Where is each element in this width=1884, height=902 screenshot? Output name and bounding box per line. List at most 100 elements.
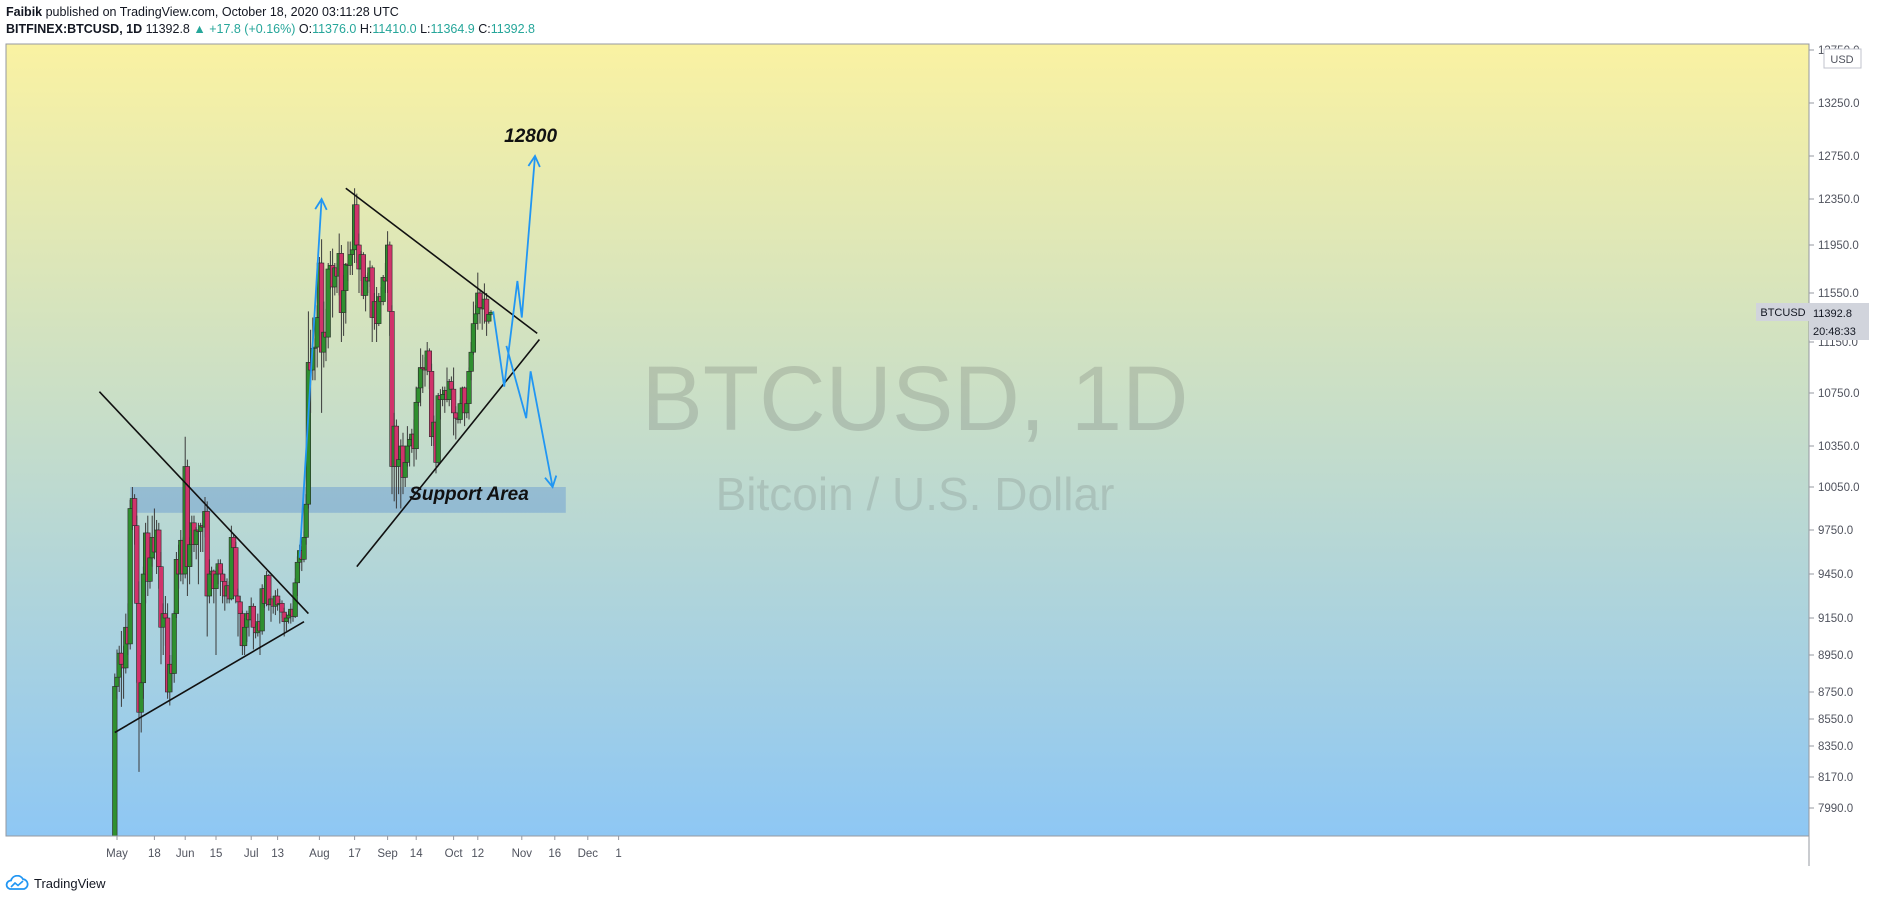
candle-body — [114, 676, 120, 687]
time-tick-label: 13 — [271, 848, 284, 860]
candle-body — [156, 529, 162, 567]
price-tick-label: 11550.0 — [1818, 288, 1859, 300]
footer-brand-label: TradingView — [34, 875, 106, 891]
price-tick-label: 9750.0 — [1818, 525, 1853, 537]
price-tick-label: 9150.0 — [1818, 613, 1853, 625]
price-tick-label: 7990.0 — [1818, 803, 1853, 815]
countdown-timer: 20:48:33 — [1813, 326, 1856, 338]
price-tick-label: 9450.0 — [1818, 569, 1853, 581]
tradingview-cloud-icon — [5, 875, 29, 890]
footer-brand[interactable]: TradingView — [4, 873, 106, 893]
candle-body — [138, 682, 144, 713]
chart-header: Faibik published on TradingView.com, Oct… — [6, 4, 535, 38]
current-price: 11392.8 — [145, 22, 190, 36]
annotation-label: 12800 — [504, 126, 557, 147]
candle-body — [354, 204, 360, 246]
time-tick-label: Jul — [244, 848, 259, 860]
price-tick-label: 8750.0 — [1818, 687, 1853, 699]
candle-body — [404, 445, 411, 463]
author-name[interactable]: Faibik — [6, 5, 43, 19]
time-axis-background — [6, 836, 1809, 862]
open-label: O: — [298, 22, 313, 36]
projection-arrow — [505, 345, 554, 488]
candle — [112, 673, 118, 858]
candle-body — [301, 537, 307, 560]
currency-badge[interactable] — [1823, 48, 1862, 69]
annotation-label: Support Area — [409, 484, 529, 505]
candle-body — [406, 439, 413, 447]
candle-body — [132, 498, 138, 527]
price-tick-label: 10750.0 — [1818, 388, 1860, 400]
trendline — [345, 187, 538, 335]
time-tick-label: Sep — [377, 848, 397, 860]
candle-body — [220, 573, 226, 582]
candles-layer — [112, 188, 494, 858]
candle-body — [413, 401, 419, 450]
time-tick-label: 1 — [615, 848, 621, 860]
candle-body — [279, 603, 285, 613]
currency-label: USD — [1830, 54, 1853, 66]
support-zone — [130, 487, 566, 513]
high-value: 11410.0 — [372, 22, 417, 36]
candle — [435, 393, 441, 467]
candle-body — [395, 459, 402, 467]
trendline — [114, 621, 305, 734]
projection-arrow — [492, 155, 536, 387]
time-tick-label: 15 — [210, 848, 223, 860]
arrowhead — [527, 154, 541, 168]
watermark-name: Bitcoin / U.S. Dollar — [716, 468, 1115, 520]
price-tick-label: 8950.0 — [1818, 650, 1853, 662]
candle-body — [453, 412, 459, 419]
candle-body — [134, 525, 140, 604]
candle — [233, 541, 239, 604]
time-tick-label: 17 — [348, 848, 361, 860]
price-tag-value: 11392.8 — [1813, 308, 1852, 320]
candle-body — [250, 605, 257, 628]
price-tick-label: 12750.0 — [1818, 151, 1860, 163]
candle — [127, 499, 133, 650]
candle-body — [477, 292, 483, 308]
trendline — [356, 339, 541, 568]
candle-body — [283, 617, 290, 623]
price-tick-label: 8350.0 — [1818, 741, 1853, 753]
time-axis[interactable]: May 18 Jun 15 Jul 13 Aug 17 Sep 14 Oct 12 Nov 16 Dec 1 — [106, 836, 622, 860]
time-tick-label: Dec — [578, 848, 599, 860]
price-tag — [1809, 303, 1869, 340]
candle-body — [347, 254, 353, 266]
candle-body — [294, 561, 301, 584]
candle-body — [314, 317, 320, 348]
candle-body — [417, 367, 424, 389]
low-label: L: — [420, 22, 431, 36]
candle-body — [171, 613, 177, 674]
arrowhead — [544, 475, 558, 489]
candle-body — [237, 601, 243, 614]
candle-body — [147, 557, 153, 582]
price-tick-label: 10350.0 — [1818, 441, 1860, 453]
candle-body — [402, 462, 408, 478]
candle-body — [349, 249, 356, 255]
price-axis-background — [1809, 44, 1884, 836]
candle-body — [127, 508, 133, 645]
publish-line: Faibik published on TradingView.com, Oct… — [6, 4, 535, 21]
candle-body — [162, 613, 169, 619]
candle-body — [457, 403, 463, 420]
symbol-name: BITFINEX:BTCUSD, 1D — [6, 22, 143, 36]
candle-body — [140, 573, 147, 684]
time-tick-label: 14 — [410, 848, 423, 860]
candle-body — [340, 290, 347, 313]
candle-body — [343, 263, 349, 291]
candle-body — [466, 371, 472, 404]
low-value: 11364.9 — [430, 22, 475, 36]
candle-body — [112, 686, 118, 842]
candle-body — [325, 268, 331, 338]
close-value: 11392.8 — [490, 22, 536, 36]
time-tick-label: May — [106, 848, 128, 860]
time-tick-label: 18 — [148, 848, 161, 860]
drawings-layer: 12800 Support Area — [98, 126, 558, 734]
time-tick-label: 16 — [548, 848, 561, 860]
candle-body — [231, 537, 237, 548]
candle-body — [439, 394, 446, 400]
time-tick-label: Jun — [176, 848, 195, 860]
last-price-marker: BTCUSD 11392.8 20:48:33 — [1756, 303, 1869, 340]
